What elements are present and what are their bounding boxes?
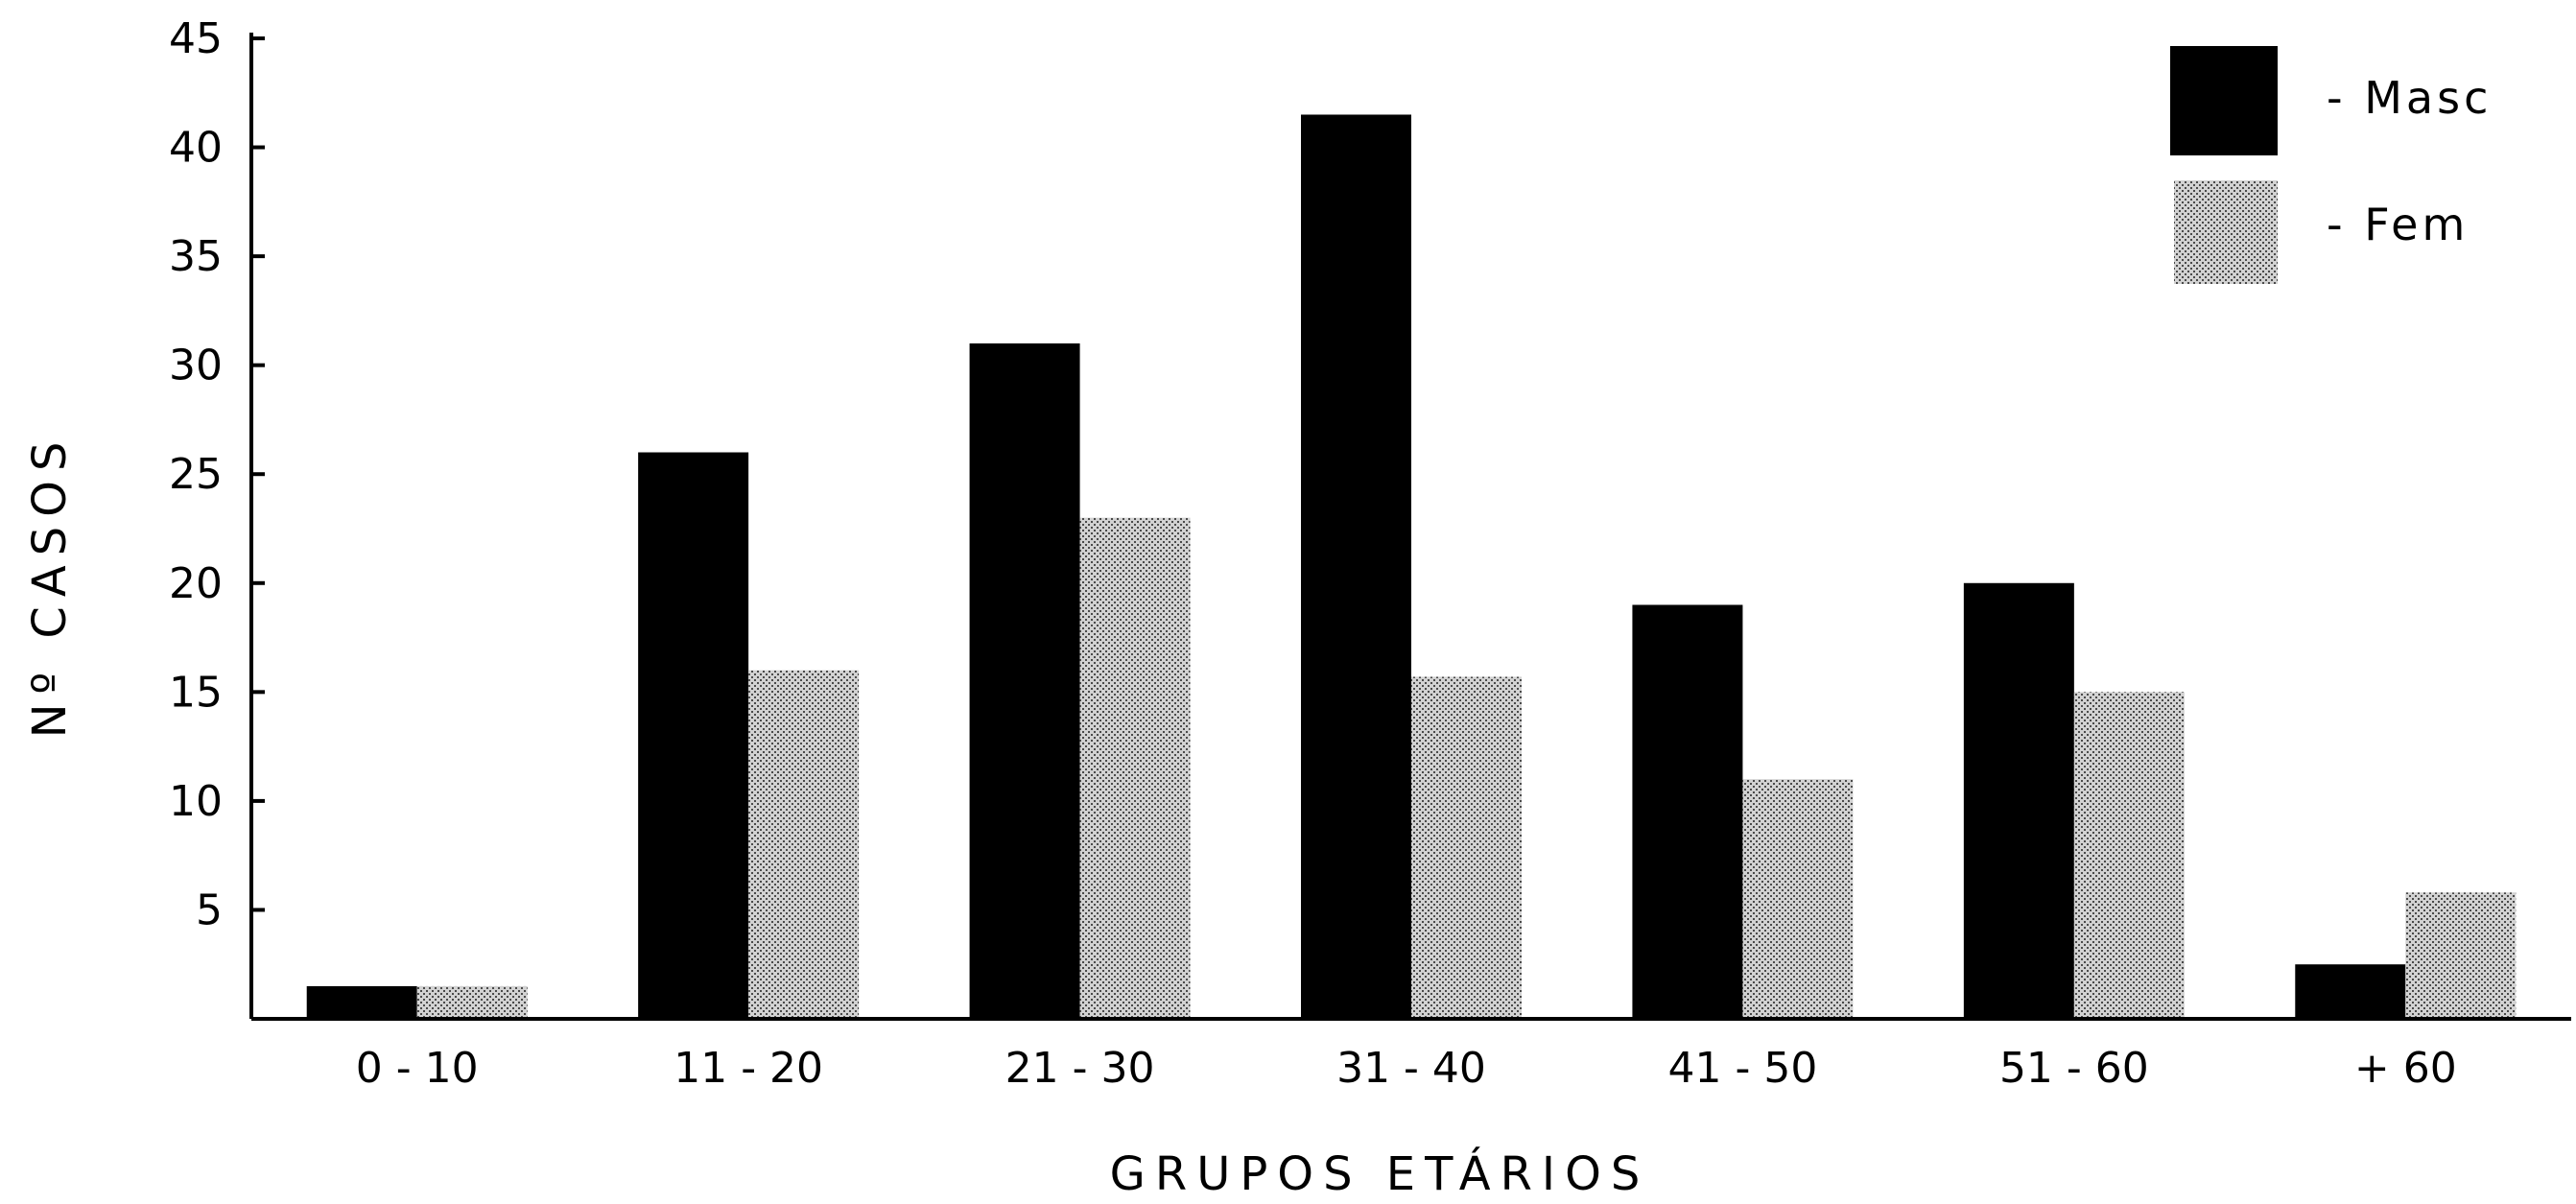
legend-label-0: - Masc <box>2327 72 2492 124</box>
bar-masc-4 <box>1632 604 1743 1019</box>
y-axis-title: Nº CASOS <box>23 433 77 739</box>
y-tick-label: 15 <box>169 668 223 717</box>
x-axis-title: GRUPOS ETÁRIOS <box>1110 1146 1650 1201</box>
legend-swatch-0 <box>2170 46 2278 155</box>
bar-masc-1 <box>638 452 749 1019</box>
legend-label-1: - Fem <box>2327 199 2469 250</box>
x-tick-label: 41 - 50 <box>1668 1044 1818 1093</box>
y-tick-label: 45 <box>169 14 223 63</box>
y-tick-label: 25 <box>169 450 223 499</box>
y-tick-label: 5 <box>196 885 223 934</box>
bar-fem-5 <box>2073 692 2185 1019</box>
bar-fem-3 <box>1411 676 1522 1019</box>
bar-fem-6 <box>2405 892 2517 1019</box>
bar-masc-2 <box>969 342 1080 1019</box>
x-tick-label: + 60 <box>2354 1044 2457 1093</box>
legend-swatch-1 <box>2174 180 2278 284</box>
y-ticks-group: 5 10 15 20 25 30 35 40 45 <box>169 14 265 934</box>
bar-fem-2 <box>1079 517 1191 1019</box>
bar-masc-6 <box>2295 964 2406 1019</box>
x-tick-label: 21 - 30 <box>1005 1044 1155 1093</box>
y-tick-label: 10 <box>169 777 223 826</box>
bar-masc-5 <box>1963 582 2074 1019</box>
bar-fem-1 <box>748 670 860 1019</box>
x-tick-label: 51 - 60 <box>1999 1044 2149 1093</box>
y-tick-label: 40 <box>169 124 223 173</box>
y-tick-label: 35 <box>169 232 223 281</box>
bar-masc-0 <box>306 985 417 1019</box>
x-tick-label: 31 - 40 <box>1336 1044 1486 1093</box>
x-tick-label: 11 - 20 <box>674 1044 823 1093</box>
bar-fem-0 <box>416 985 528 1019</box>
legend: - Masc - Fem <box>2170 46 2492 284</box>
bars-group <box>306 114 2517 1019</box>
y-tick-label: 30 <box>169 342 223 390</box>
x-ticks-group: 0 - 10 11 - 20 21 - 30 31 - 40 41 - 50 51 - 6… <box>356 1044 2457 1093</box>
y-tick-label: 20 <box>169 559 223 608</box>
x-tick-label: 0 - 10 <box>356 1044 479 1093</box>
bar-masc-3 <box>1301 114 1411 1019</box>
bar-fem-4 <box>1742 779 1854 1019</box>
